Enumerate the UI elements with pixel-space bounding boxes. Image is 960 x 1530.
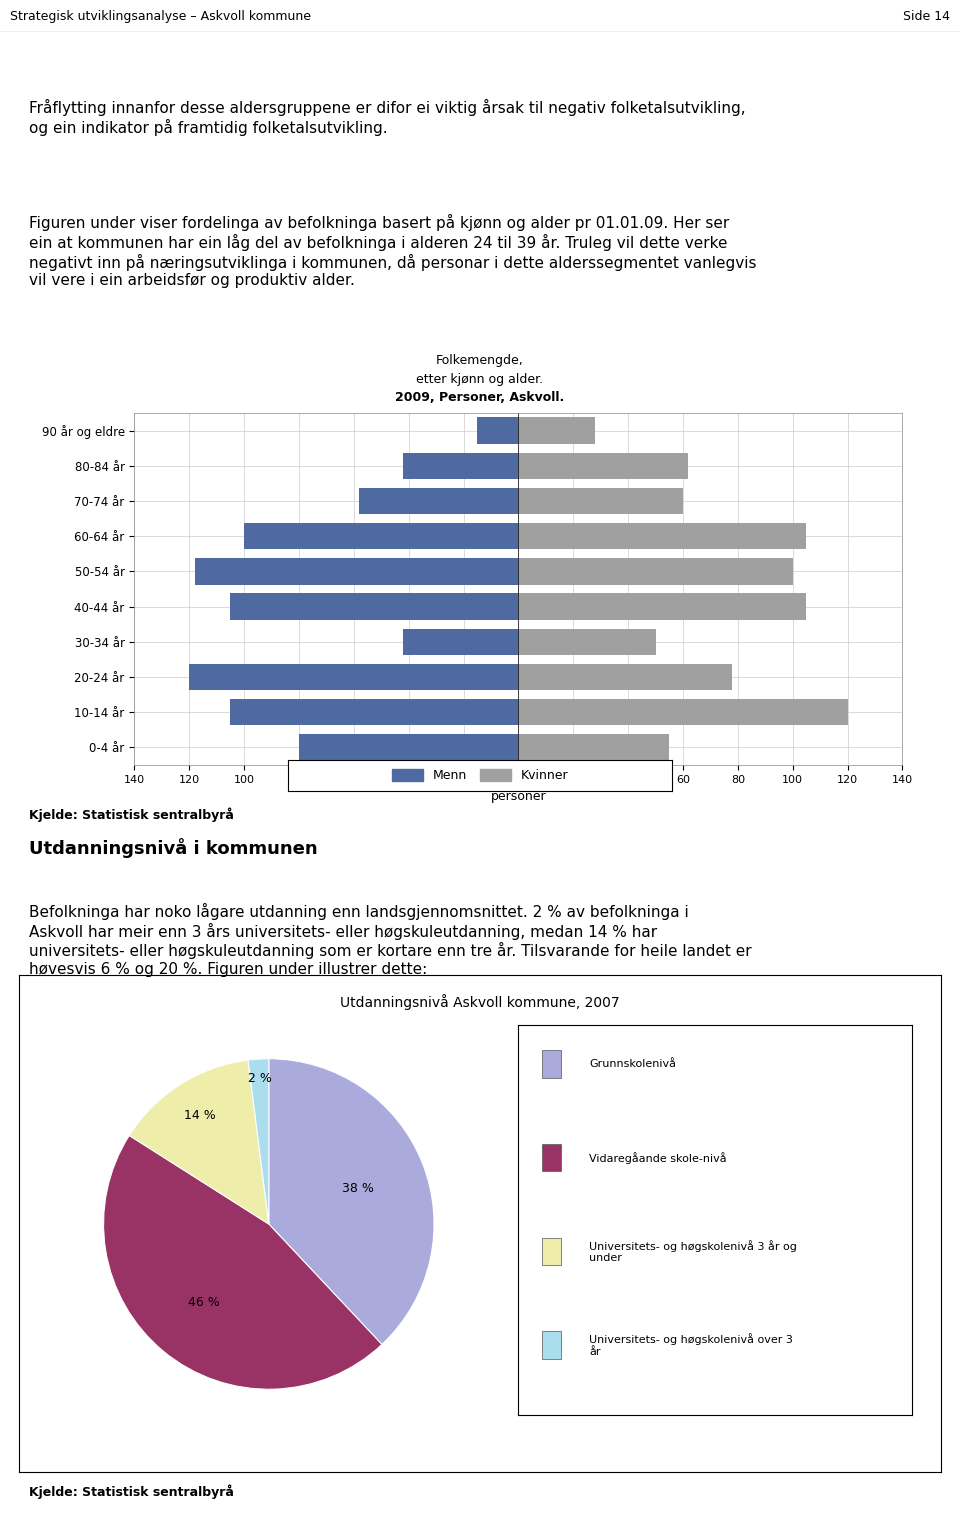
Legend: Menn, Kvinner: Menn, Kvinner xyxy=(389,767,571,785)
Text: Vidaregåande skole-nivå: Vidaregåande skole-nivå xyxy=(589,1152,727,1164)
Bar xyxy=(518,488,683,514)
Text: Folkemengde,: Folkemengde, xyxy=(436,355,524,367)
Bar xyxy=(518,594,806,620)
Bar xyxy=(542,1331,562,1359)
Wedge shape xyxy=(248,1059,269,1224)
Bar xyxy=(518,418,595,444)
Bar xyxy=(542,1144,562,1172)
Text: 14 %: 14 % xyxy=(184,1109,216,1121)
Text: Grunnskolenivå: Grunnskolenivå xyxy=(589,1059,676,1069)
Bar xyxy=(230,699,518,725)
Bar xyxy=(518,664,732,690)
Wedge shape xyxy=(130,1060,269,1224)
Text: Side 14: Side 14 xyxy=(903,9,950,23)
Text: Utdanningsnivå i kommunen: Utdanningsnivå i kommunen xyxy=(29,838,318,858)
Bar xyxy=(230,594,518,620)
Bar xyxy=(403,453,518,479)
Text: etter kjønn og alder.: etter kjønn og alder. xyxy=(417,373,543,386)
Bar xyxy=(299,734,518,760)
Bar xyxy=(518,523,806,549)
Bar xyxy=(518,699,848,725)
Text: Universitets- og høgskolenivå over 3
år: Universitets- og høgskolenivå over 3 år xyxy=(589,1333,793,1357)
Bar xyxy=(518,734,669,760)
Text: Kjelde: Statistisk sentralbyrå: Kjelde: Statistisk sentralbyrå xyxy=(29,1484,233,1499)
Bar xyxy=(359,488,518,514)
Text: Figuren under viser fordelinga av befolkninga basert på kjønn og alder pr 01.01.: Figuren under viser fordelinga av befolk… xyxy=(29,214,756,288)
Text: Universitets- og høgskolenivå 3 år og
under: Universitets- og høgskolenivå 3 år og un… xyxy=(589,1239,797,1264)
Bar xyxy=(477,418,518,444)
Wedge shape xyxy=(269,1059,434,1345)
Bar xyxy=(195,558,518,584)
Bar xyxy=(403,629,518,655)
Text: Strategisk utviklingsanalyse – Askvoll kommune: Strategisk utviklingsanalyse – Askvoll k… xyxy=(10,9,311,23)
Text: Kjelde: Statistisk sentralbyrå: Kjelde: Statistisk sentralbyrå xyxy=(29,808,233,823)
Wedge shape xyxy=(104,1135,382,1389)
Bar xyxy=(542,1051,562,1077)
Text: Utdanningsnivå Askvoll kommune, 2007: Utdanningsnivå Askvoll kommune, 2007 xyxy=(340,994,620,1010)
Bar xyxy=(518,453,688,479)
Bar xyxy=(542,1238,562,1265)
Text: Fråflytting innanfor desse aldersgruppene er difor ei viktig årsak til negativ f: Fråflytting innanfor desse aldersgruppen… xyxy=(29,99,745,136)
Text: 38 %: 38 % xyxy=(342,1183,373,1195)
Bar xyxy=(518,558,793,584)
Text: Befolkninga har noko lågare utdanning enn landsgjennomsnittet. 2 % av befolkning: Befolkninga har noko lågare utdanning en… xyxy=(29,903,752,976)
Text: 2 %: 2 % xyxy=(248,1073,272,1085)
Bar xyxy=(189,664,518,690)
Text: 46 %: 46 % xyxy=(187,1296,220,1310)
X-axis label: personer: personer xyxy=(491,791,546,803)
Text: 2009, Personer, Askvoll.: 2009, Personer, Askvoll. xyxy=(396,392,564,404)
Bar xyxy=(244,523,518,549)
Bar xyxy=(518,629,656,655)
